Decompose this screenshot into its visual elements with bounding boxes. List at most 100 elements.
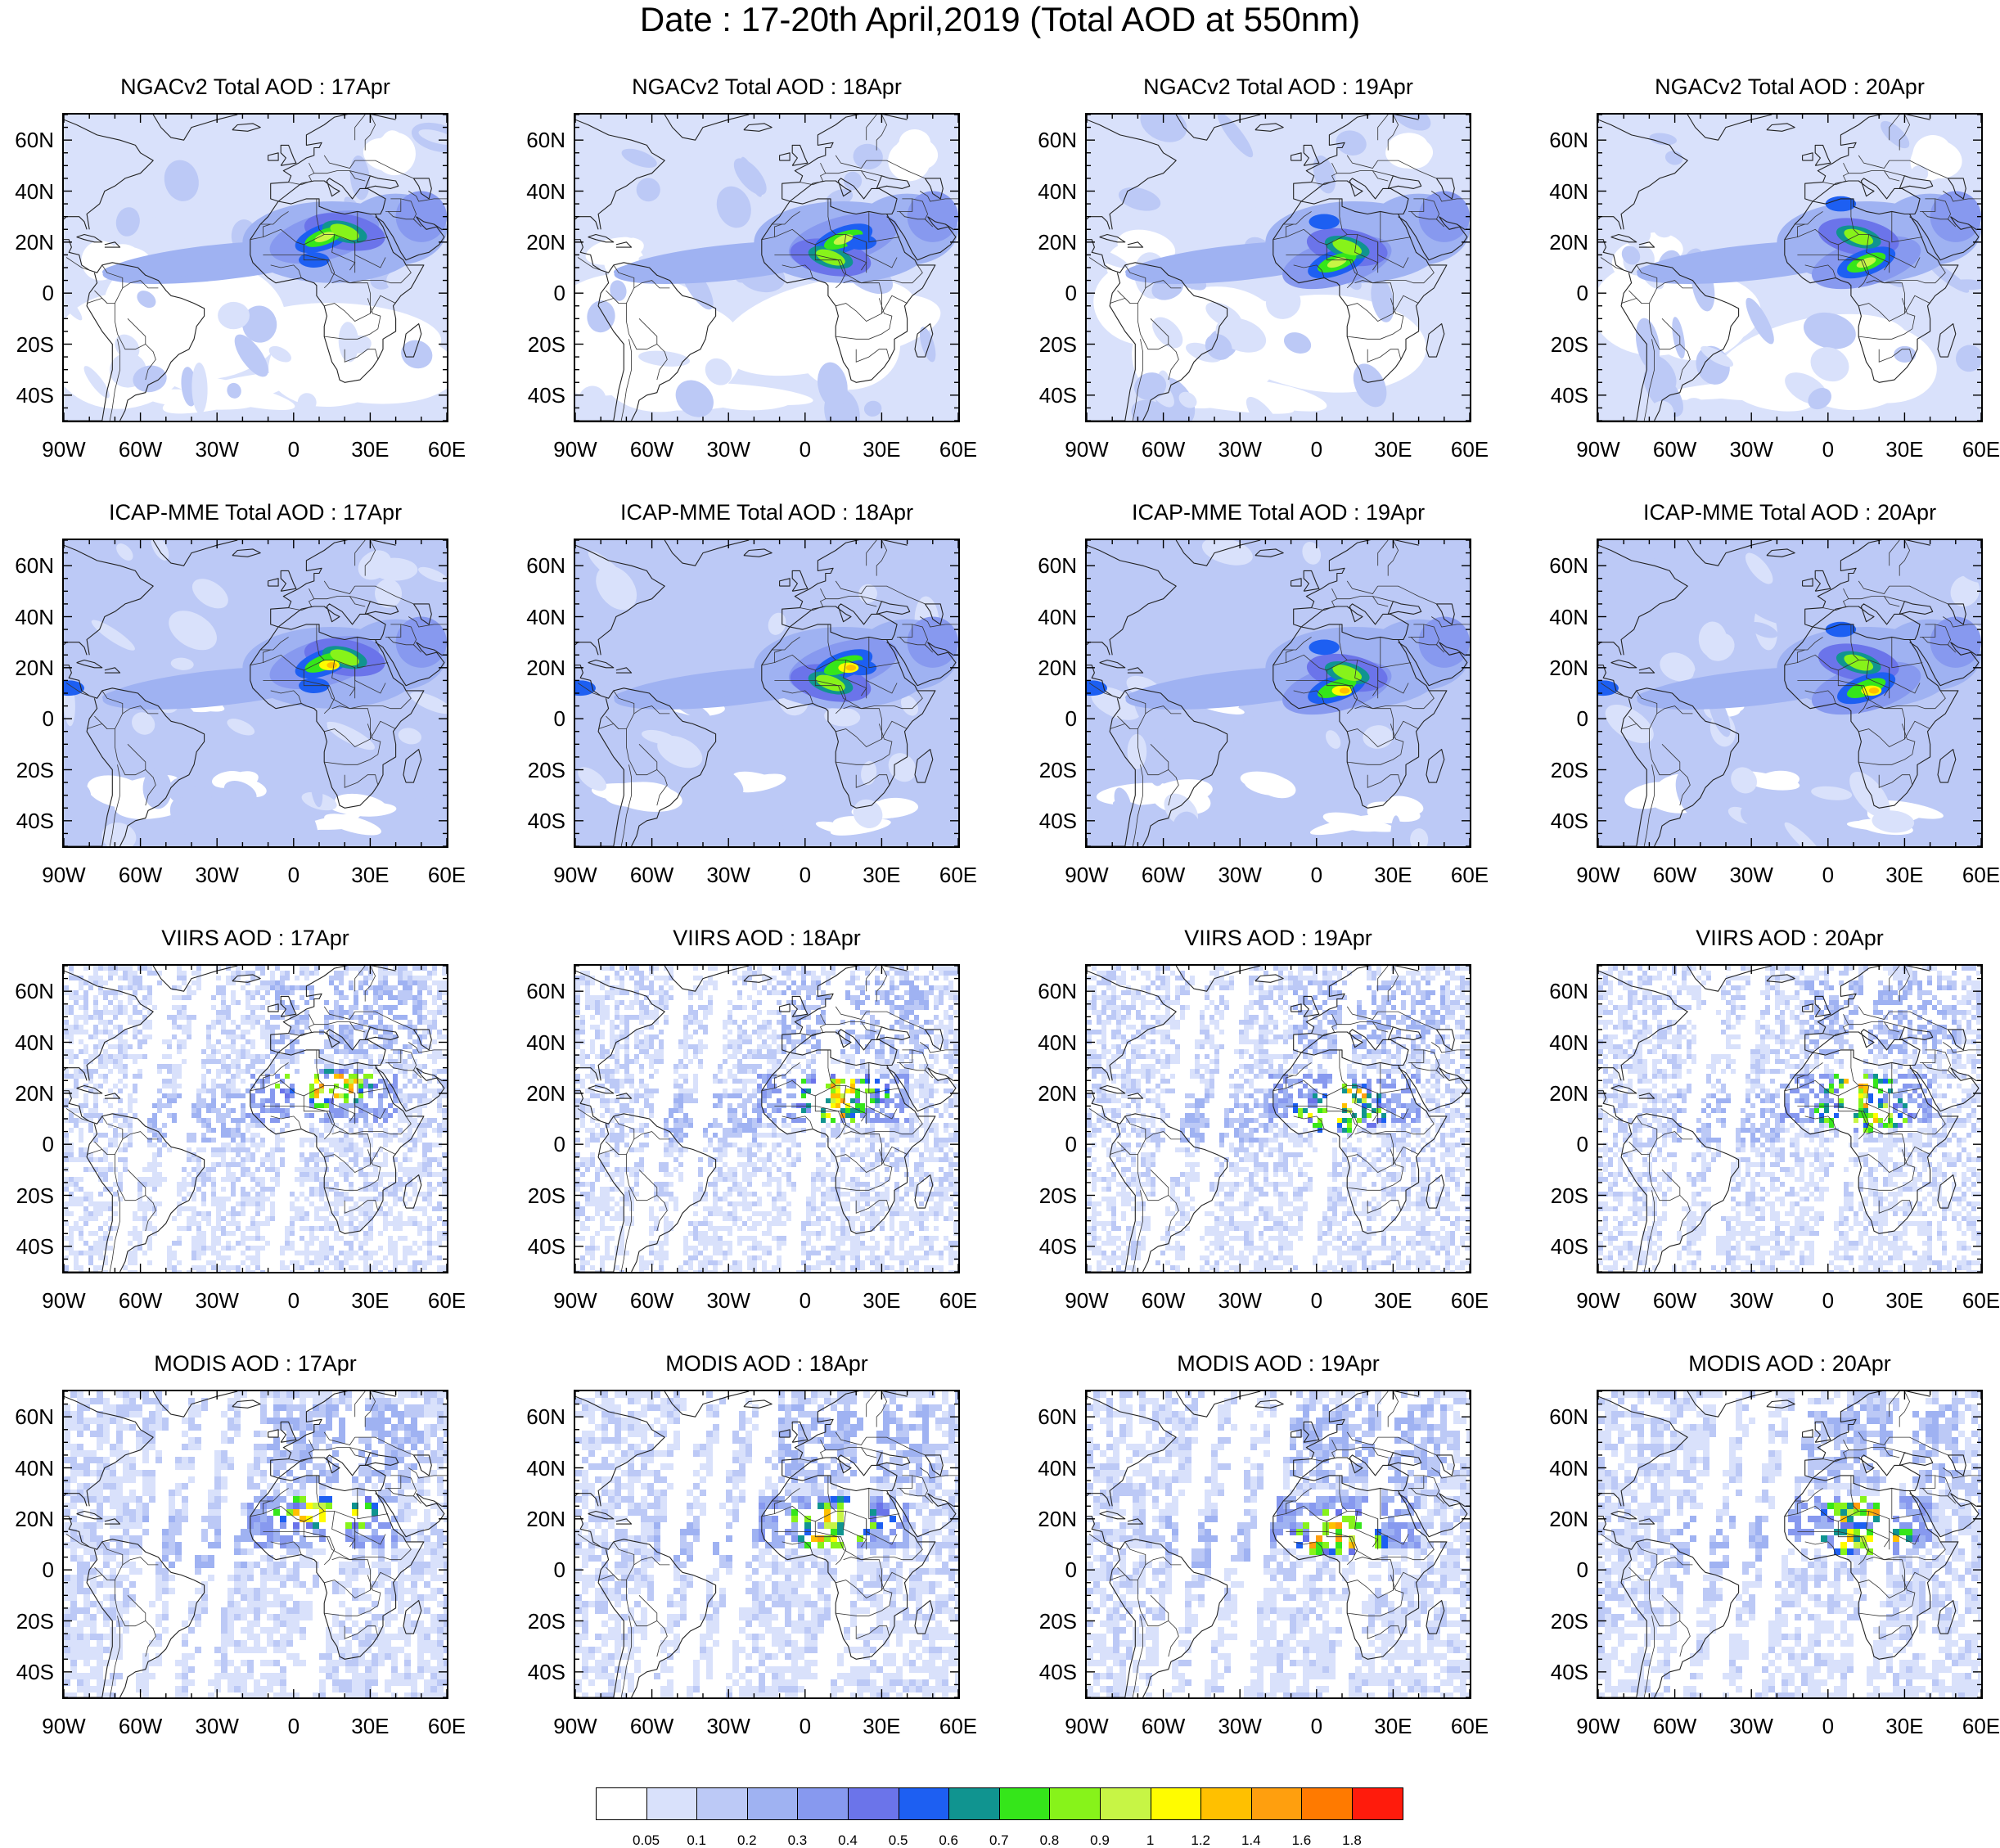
map-panel-ngacv2-2: NGACv2 Total AOD : 18Apr [575, 74, 958, 470]
aod-pixel [398, 1216, 403, 1221]
aod-pixel [162, 1143, 167, 1147]
aod-pixel [265, 1020, 270, 1025]
aod-pixel [904, 1015, 909, 1020]
aod-pixel [172, 1015, 177, 1020]
aod-pixel [177, 1241, 182, 1246]
aod-pixel [236, 1201, 241, 1206]
aod-pixel [236, 1093, 241, 1098]
aod-pixel [88, 1128, 93, 1133]
aod-pixel [363, 1241, 368, 1246]
aod-pixel [182, 1005, 187, 1010]
aod-pixel [211, 1147, 216, 1152]
aod-pixel [113, 1201, 118, 1206]
aod-pixel [688, 1005, 693, 1010]
aod-pixel [211, 1098, 216, 1103]
aod-pixel [172, 1074, 177, 1079]
aod-pixel [334, 1167, 339, 1172]
lat-label: 20N [0, 232, 54, 253]
aod-pixel [133, 971, 137, 976]
aod-pixel [929, 1020, 934, 1025]
aod-pixel [221, 1084, 226, 1089]
aod-pixel [590, 1015, 595, 1020]
aod-pixel [349, 1182, 354, 1187]
aod-pixel [231, 1187, 236, 1192]
aod-pixel [319, 1089, 324, 1093]
aod-pixel [280, 1089, 285, 1093]
aod-pixel [388, 1044, 393, 1049]
map-panel-ngacv2-4: NGACv2 Total AOD : 20Apr [1598, 74, 1981, 470]
aod-pixel [177, 1005, 182, 1010]
aod-pixel [417, 1246, 422, 1251]
aod-pixel [363, 1265, 368, 1270]
aod-pixel [255, 1231, 260, 1236]
aod-pixel [245, 1157, 250, 1162]
aod-pixel [152, 1167, 157, 1172]
aod-pixel [412, 1074, 417, 1079]
aod-pixel [108, 1044, 113, 1049]
lat-label: 40N [0, 181, 54, 202]
aod-pixel [221, 1000, 226, 1005]
aod-pixel [295, 1025, 300, 1030]
aod-pixel [939, 1025, 944, 1030]
aod-pixel [177, 1260, 182, 1265]
aod-pixel [664, 1015, 669, 1020]
aod-pixel [216, 1197, 221, 1201]
aod-pixel [437, 995, 442, 1000]
aod-pixel [383, 1172, 388, 1177]
aod-pixel [654, 966, 659, 971]
aod-pixel [118, 1039, 123, 1044]
aod-pixel [368, 1143, 373, 1147]
aod-pixel [260, 1162, 265, 1167]
aod-pixel [909, 1025, 914, 1030]
aod-pixel [191, 1265, 196, 1270]
aod-pixel [412, 995, 417, 1000]
aod-pixel [850, 995, 855, 1000]
aod-pixel [398, 966, 403, 971]
aod-pixel [295, 1039, 300, 1044]
aod-pixel [201, 1059, 206, 1064]
aod-pixel [860, 966, 865, 971]
aod-pixel [147, 1020, 152, 1025]
lon-label: 60E [1948, 439, 2000, 460]
lat-label: 0 [1531, 708, 1588, 729]
aod-pixel [83, 995, 88, 1000]
aod-pixel [226, 1177, 231, 1182]
aod-pixel [324, 1236, 329, 1241]
aod-pixel [610, 1030, 615, 1034]
aod-pixel [693, 1010, 698, 1015]
aod-pixel [74, 1015, 79, 1020]
aod-pixel [432, 1206, 437, 1211]
aod-pixel [427, 1054, 432, 1059]
aod-pixel [216, 1147, 221, 1152]
lon-label: 90W [31, 864, 97, 886]
aod-pixel [285, 1098, 290, 1103]
aod-pixel [206, 1246, 211, 1251]
aod-pixel [324, 1064, 329, 1069]
aod-pixel [128, 1054, 133, 1059]
aod-pixel [329, 1138, 334, 1143]
aod-pixel [939, 1020, 944, 1025]
aod-pixel [88, 1069, 93, 1074]
aod-pixel [899, 1020, 904, 1025]
lat-label: 40S [1020, 810, 1077, 832]
aod-pixel [265, 1108, 270, 1113]
aod-pixel [408, 1157, 412, 1162]
aod-pixel [64, 985, 69, 990]
aod-pixel [93, 971, 98, 976]
aod-pixel [619, 980, 624, 985]
aod-pixel [786, 1034, 791, 1039]
aod-pixel [226, 1197, 231, 1201]
aod-pixel [417, 1138, 422, 1143]
aod-pixel [427, 1020, 432, 1025]
aod-pixel [93, 976, 98, 980]
aod-pixel [649, 980, 654, 985]
aod-pixel [344, 1034, 349, 1039]
aod-pixel [437, 985, 442, 990]
aod-pixel [708, 966, 713, 971]
aod-pixel [408, 1030, 412, 1034]
aod-pixel [953, 971, 958, 976]
aod-pixel [398, 1118, 403, 1123]
aod-pixel [187, 1270, 191, 1272]
aod-pixel [191, 1206, 196, 1211]
aod-pixel [944, 1015, 948, 1020]
